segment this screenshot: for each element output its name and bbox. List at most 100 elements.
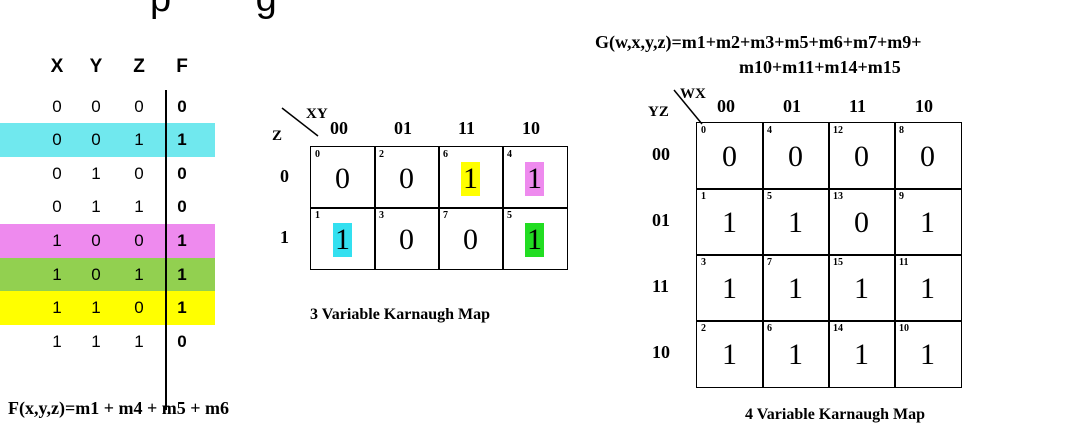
header-x: X — [50, 56, 64, 77]
kmap4-cell-value: 1 — [920, 206, 935, 239]
truth-table-cell-y: 0 — [91, 230, 101, 250]
truth-table-cell-z: 0 — [134, 163, 144, 183]
truth-table-cell-x: 1 — [52, 298, 62, 318]
truth-table-cell-x: 0 — [52, 96, 62, 116]
truth-table-row: 0 0 1 1 — [0, 123, 215, 157]
kmap3-caption: 3 Variable Karnaugh Map — [310, 306, 491, 323]
kmap3-cell-value: 0 — [335, 161, 350, 195]
truth-table-rows: 0 0 0 0 0 0 1 1 0 1 0 0 0 1 1 0 1 0 0 1 1 0 1 1 1 1 0 1 1 1 1 0 — [0, 90, 215, 359]
kmap4-cell-value: 1 — [854, 272, 869, 305]
truth-table-divider — [165, 90, 167, 410]
truth-table-row: 0 1 0 0 — [0, 157, 205, 191]
kmap3-minterm-number: 5 — [507, 210, 512, 221]
kmap4-minterm-number: 2 — [701, 323, 706, 334]
kmap3-corner-top: XY — [306, 106, 328, 122]
header-y: Y — [89, 56, 103, 77]
kmap3-row-label: 1 — [280, 226, 289, 247]
truth-table-cell-f: 0 — [177, 163, 187, 183]
kmap4-minterm-number: 15 — [833, 257, 843, 268]
truth-table-cell-f: 1 — [177, 130, 187, 150]
truth-table-cell-f: 0 — [177, 331, 187, 351]
kmap4-minterm-number: 3 — [701, 257, 706, 268]
truth-table-cell-y: 0 — [91, 96, 101, 116]
truth-table-cell-x: 1 — [52, 264, 62, 284]
kmap3-col-label: 00 — [330, 118, 348, 138]
kmap3-minterm-number: 0 — [315, 149, 320, 160]
truth-table-cell-f: 1 — [177, 230, 187, 250]
kmap4-minterm-number: 6 — [767, 323, 772, 334]
kmap3-cell-value: 1 — [461, 161, 480, 196]
kmap3-col-label: 10 — [522, 118, 540, 138]
kmap4-cell: 15 1 — [828, 254, 896, 322]
truth-table-row: 0 1 1 0 — [0, 190, 205, 224]
kmap3-cell-value: 0 — [399, 161, 414, 195]
kmap4-cell-value: 0 — [722, 140, 737, 173]
kmap3-cell-value: 1 — [333, 222, 352, 257]
kmap3: XY Z 00 01 11 10 0 1 0 0 2 0 6 1 4 1 1 1 3 0 7 0 5 1 — [260, 100, 580, 340]
kmap4-minterm-number: 5 — [767, 191, 772, 202]
kmap4-cell-value: 1 — [920, 338, 935, 371]
truth-table-cell-z: 0 — [134, 96, 144, 116]
truth-table-cell-x: 0 — [52, 197, 62, 217]
kmap3-minterm-number: 4 — [507, 149, 512, 160]
kmap4-caption: 4 Variable Karnaugh Map — [745, 406, 926, 423]
kmap3-row-label: 0 — [280, 165, 289, 186]
truth-table: X Y Z F 0 0 0 0 0 0 1 1 0 1 0 0 0 1 1 0 1 0 0 1 1 0 1 1 1 1 0 1 1 1 1 0 — [0, 50, 215, 410]
kmap4-cell-value: 0 — [788, 140, 803, 173]
kmap4-minterm-number: 9 — [899, 191, 904, 202]
truth-table-cell-z: 1 — [134, 264, 144, 284]
kmap4-cell: 13 0 — [828, 188, 896, 256]
truth-table-row: 0 0 0 0 — [0, 90, 205, 124]
kmap4-minterm-number: 13 — [833, 191, 843, 202]
truth-table-cell-x: 1 — [52, 230, 62, 250]
truth-table-row: 1 0 0 1 — [0, 223, 215, 258]
truth-table-cell-f: 0 — [177, 96, 187, 116]
kmap3-cell-value: 1 — [525, 161, 544, 196]
kmap4-minterm-number: 4 — [767, 125, 772, 136]
kmap4-row-label: 01 — [652, 210, 670, 230]
truth-table-cell-y: 0 — [91, 130, 101, 150]
truth-table-cell-z: 0 — [134, 298, 144, 318]
kmap4-cell-value: 1 — [920, 272, 935, 305]
truth-table-cell-y: 0 — [91, 264, 101, 284]
kmap4-col-label: 01 — [783, 96, 801, 116]
kmap4: WX YZ 00 01 11 10 00 01 11 10 0 0 4 0 12 0 8 0 1 1 5 1 13 0 9 1… — [640, 84, 970, 394]
truth-table-cell-z: 1 — [134, 331, 144, 351]
kmap4-minterm-number: 11 — [899, 257, 909, 268]
kmap3-corner-left: Z — [272, 128, 283, 144]
truth-table-cell-z: 1 — [134, 130, 144, 150]
kmap3-col-label: 11 — [458, 118, 476, 138]
g-expression-line2: m10+m11+m14+m15 — [739, 57, 901, 77]
truth-table-cell-x: 0 — [52, 130, 62, 150]
kmap3-corner-diagonal — [281, 107, 319, 137]
kmap4-cell-value: 1 — [722, 272, 737, 305]
kmap4-cell: 14 1 — [828, 320, 896, 388]
f-expression: F(x,y,z)=m1 + m4 + m5 + m6 — [8, 398, 229, 418]
kmap4-minterm-number: 10 — [899, 323, 909, 334]
truth-table-cell-f: 0 — [177, 197, 187, 217]
header-fragment: p g — [150, 0, 277, 21]
g-expression-line1: G(w,x,y,z)=m1+m2+m3+m5+m6+m7+m9+ — [595, 32, 922, 52]
truth-table-row: 1 1 1 0 — [0, 325, 205, 359]
kmap4-cell: 10 1 — [894, 320, 962, 388]
kmap4-minterm-number: 12 — [833, 125, 843, 136]
kmap4-corner-diagonal — [673, 89, 703, 125]
truth-table-cell-z: 0 — [134, 230, 144, 250]
header-f: F — [176, 56, 188, 77]
kmap4-corner-left: YZ — [648, 104, 669, 120]
truth-table-cell-x: 0 — [52, 163, 62, 183]
